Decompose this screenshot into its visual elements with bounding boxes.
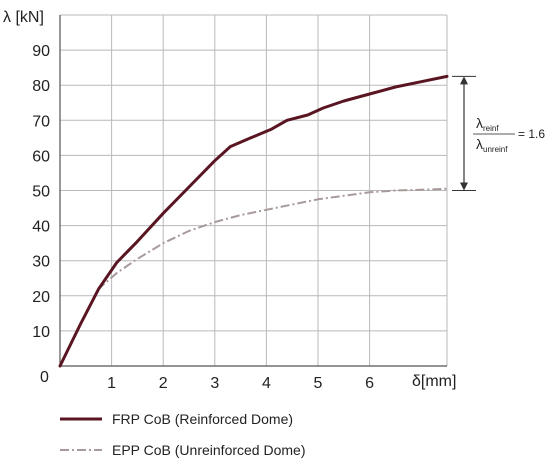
arrow-down-icon (460, 182, 468, 191)
y-tick-label-60: 60 (32, 148, 50, 165)
axes (59, 15, 447, 367)
x-tick-label-3: 3 (210, 375, 219, 392)
x-tick-label-1: 1 (107, 375, 116, 392)
legend-label-epp: EPP CoB (Unreinforced Dome) (112, 442, 305, 458)
grid (60, 14, 448, 366)
ratio-annotation: λreinf λunreinf = 1.6 (452, 75, 545, 191)
ratio-denominator: λunreinf (476, 136, 508, 154)
x-tick-label-5: 5 (314, 375, 323, 392)
tick-labels: 1 2 3 4 5 6 10 20 30 40 50 60 70 80 90 (32, 43, 374, 392)
ratio-numerator: λreinf (476, 115, 499, 133)
y-tick-label-80: 80 (32, 78, 50, 95)
y-axis-label: λ [kN] (3, 9, 44, 26)
origin-label: 0 (40, 369, 49, 386)
series-line-frp (58, 74, 449, 368)
x-axis-label: δ[mm] (412, 373, 456, 390)
x-tick-label-4: 4 (262, 375, 271, 392)
y-tick-label-10: 10 (32, 324, 50, 341)
y-tick-label-20: 20 (32, 289, 50, 306)
ratio-value: = 1.6 (518, 127, 545, 141)
y-tick-label-50: 50 (32, 184, 50, 201)
series-line-epp (59, 187, 448, 367)
legend-label-frp: FRP CoB (Reinforced Dome) (112, 411, 293, 427)
x-tick-label-2: 2 (159, 375, 168, 392)
y-tick-label-40: 40 (32, 219, 50, 236)
arrow-up-icon (460, 76, 468, 85)
x-tick-label-6: 6 (365, 375, 374, 392)
series-lines (58, 74, 449, 368)
y-tick-label-30: 30 (32, 254, 50, 271)
y-tick-label-70: 70 (32, 113, 50, 130)
y-tick-label-90: 90 (32, 43, 50, 60)
legend: FRP CoB (Reinforced Dome) EPP CoB (Unrei… (60, 411, 305, 458)
double-arrow-icon (452, 75, 476, 191)
